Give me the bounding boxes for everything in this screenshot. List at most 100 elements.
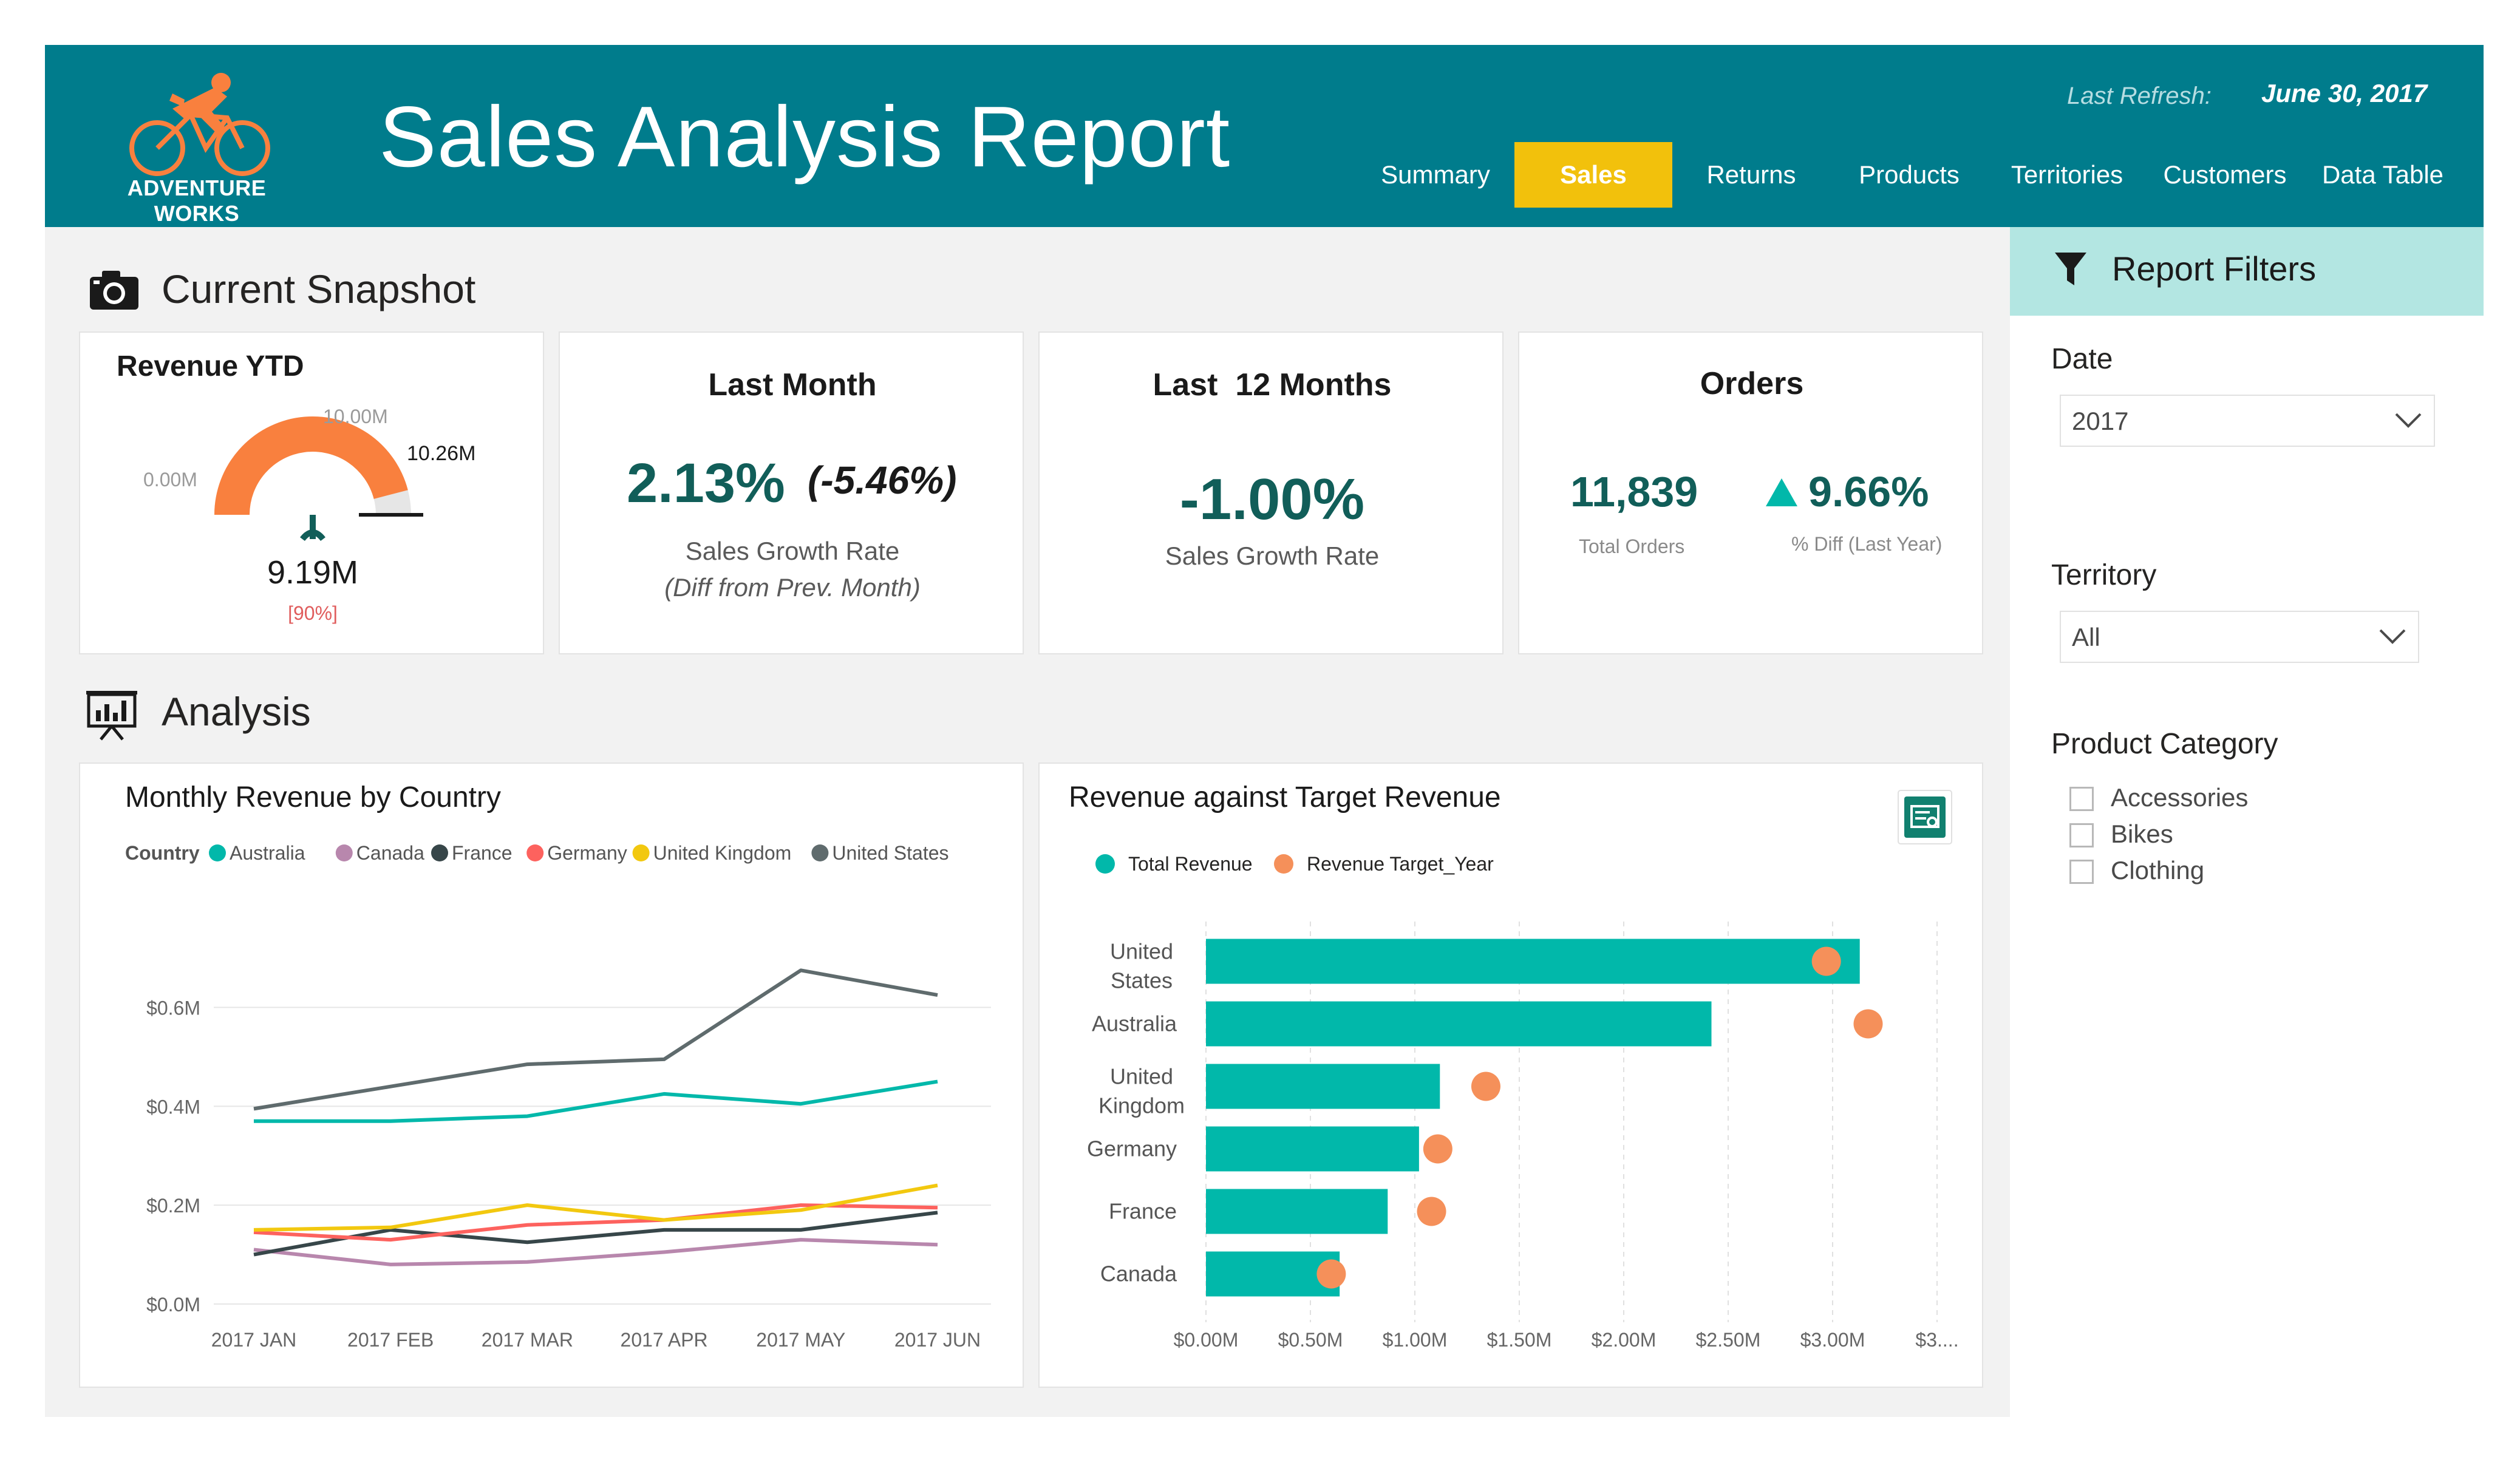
last-refresh-label: Last Refresh: [2067, 83, 2212, 109]
orders-diff-value: 9.66% [1808, 468, 1929, 515]
date-dropdown[interactable]: 2017 [2060, 395, 2435, 447]
presentation-chart-icon [86, 691, 137, 741]
checkbox[interactable] [2069, 823, 2094, 847]
legend-label: Total Revenue [1128, 853, 1253, 875]
last-month-label: Sales Growth Rate [685, 537, 900, 565]
category-label: Accessories [2111, 783, 2249, 812]
date-dropdown-value: 2017 [2072, 407, 2129, 435]
total-orders-label: Total Orders [1579, 535, 1685, 557]
legend-label: United States [832, 842, 948, 864]
x-tick-label: $0.00M [1174, 1329, 1239, 1351]
y-tick-label: $0.6M [146, 997, 200, 1019]
report-title: Sales Analysis Report [379, 89, 1231, 185]
legend-marker [811, 844, 829, 861]
last-12-months-card: Last 12 Months -1.00% Sales Growth Rate [1038, 331, 1503, 654]
category-label-line2: States [1111, 968, 1173, 993]
series-line [253, 1211, 938, 1257]
gauge-min-label: 0.00M [143, 469, 197, 491]
app-window: ADVENTURE WORKS Sales Analysis Report La… [45, 45, 2484, 1417]
orders-diff-label: % Diff (Last Year) [1791, 533, 1943, 555]
legend-label: Australia [230, 842, 305, 864]
focus-mode-icon[interactable] [1896, 788, 1954, 846]
x-tick-label: $2.50M [1696, 1329, 1761, 1351]
x-tick-label: 2017 JAN [211, 1329, 297, 1351]
category-label-line1: United [1110, 1064, 1173, 1089]
tab-products[interactable]: Products [1859, 160, 1960, 189]
x-tick-label: 2017 MAR [482, 1329, 573, 1351]
checkbox[interactable] [2069, 787, 2094, 811]
monthly-revenue-title: Monthly Revenue by Country [125, 781, 501, 813]
checkbox[interactable] [2069, 860, 2094, 884]
orders-card: Orders 11,839 Total Orders 9.66% % Diff … [1518, 331, 1983, 654]
revenue-bar [1206, 1064, 1440, 1109]
territory-dropdown-value: All [2072, 623, 2100, 651]
monthly-revenue-chart: Country Australia Canada France Germany Unite… [125, 842, 991, 1351]
category-label: Bikes [2111, 820, 2173, 848]
last-month-title: Last Month [708, 367, 877, 402]
last-month-growth-value: 2.13% [627, 452, 785, 514]
y-tick-label: $0.2M [146, 1195, 200, 1217]
legend-label: Revenue Target_Year [1307, 853, 1494, 875]
filters-title: Report Filters [2112, 250, 2317, 288]
revenue-ytd-percent: [90%] [288, 602, 338, 624]
x-tick-label: $2.00M [1592, 1329, 1657, 1351]
category-label: Clothing [2111, 856, 2205, 885]
target-dot [1853, 1009, 1883, 1039]
series-line [253, 1238, 938, 1266]
territory-dropdown[interactable]: All [2060, 611, 2419, 663]
tab-returns[interactable]: Returns [1706, 160, 1796, 189]
revenue-ytd-card: Revenue YTD 10.00M 0.00M 10.26M 9.19M [9… [79, 331, 544, 654]
revenue-bar [1206, 1189, 1388, 1234]
revenue-vs-target-card: Revenue against Target Revenue Total Rev… [1038, 762, 1983, 1388]
tab-summary[interactable]: Summary [1381, 160, 1490, 189]
legend-label: United Kingdom [653, 842, 792, 864]
last-month-sublabel: (Diff from Prev. Month) [664, 573, 921, 602]
legend-label: Canada [356, 842, 424, 864]
legend-marker [209, 844, 226, 861]
last-month-diff-value: (-5.46%) [808, 458, 957, 502]
y-tick-label: $0.0M [146, 1294, 200, 1316]
product-category-label: Product Category [2051, 728, 2278, 760]
last-12-months-title: Last 12 Months [1153, 367, 1392, 402]
chevron-down-icon [2395, 413, 2422, 428]
legend-marker [431, 844, 448, 861]
report-header: ADVENTURE WORKS Sales Analysis Report La… [45, 45, 2484, 227]
tab-customers[interactable]: Customers [2163, 160, 2287, 189]
series-line [253, 968, 938, 1111]
x-tick-label: 2017 APR [621, 1329, 708, 1351]
last-12-months-label: Sales Growth Rate [1165, 542, 1380, 570]
triangle-up-icon [1766, 478, 1797, 506]
legend-title: Country [125, 842, 200, 864]
date-filter-label: Date [2051, 343, 2113, 375]
x-tick-label: $3.... [1915, 1329, 1958, 1351]
x-tick-label: 2017 JUN [894, 1329, 981, 1351]
target-dot [1316, 1259, 1346, 1289]
cyclist-icon [129, 73, 270, 176]
revenue-ytd-value: 9.19M [267, 554, 359, 591]
legend-marker [1274, 854, 1293, 874]
tab-territories[interactable]: Territories [2011, 160, 2123, 189]
tab-data-table[interactable]: Data Table [2321, 160, 2444, 189]
category-label: France [1109, 1199, 1177, 1224]
category-label-line2: Kingdom [1098, 1093, 1185, 1118]
adventure-works-logo: ADVENTURE WORKS [100, 63, 294, 226]
category-label: Germany [1087, 1136, 1177, 1161]
series-line [253, 1183, 938, 1232]
camera-icon [90, 271, 138, 310]
x-tick-label: $1.00M [1383, 1329, 1448, 1351]
filters-header: Report Filters [2010, 227, 2484, 316]
tab-sales[interactable]: Sales [1514, 142, 1672, 208]
gauge-fill [214, 416, 408, 515]
x-tick-label: $1.50M [1487, 1329, 1552, 1351]
legend-label: Germany [547, 842, 627, 864]
category-label: Canada [1100, 1262, 1177, 1286]
monthly-revenue-card: Monthly Revenue by Country Country Austra… [79, 762, 1024, 1388]
target-dot [1417, 1197, 1446, 1226]
series-line [254, 1079, 938, 1123]
legend-marker [1095, 854, 1115, 874]
last-12-months-growth-value: -1.00% [1179, 467, 1365, 532]
orders-title: Orders [1700, 366, 1804, 401]
revenue-vs-target-title: Revenue against Target Revenue [1069, 781, 1501, 813]
x-tick-label: 2017 FEB [347, 1329, 434, 1351]
logo-text: ADVENTURE WORKS [127, 175, 267, 226]
